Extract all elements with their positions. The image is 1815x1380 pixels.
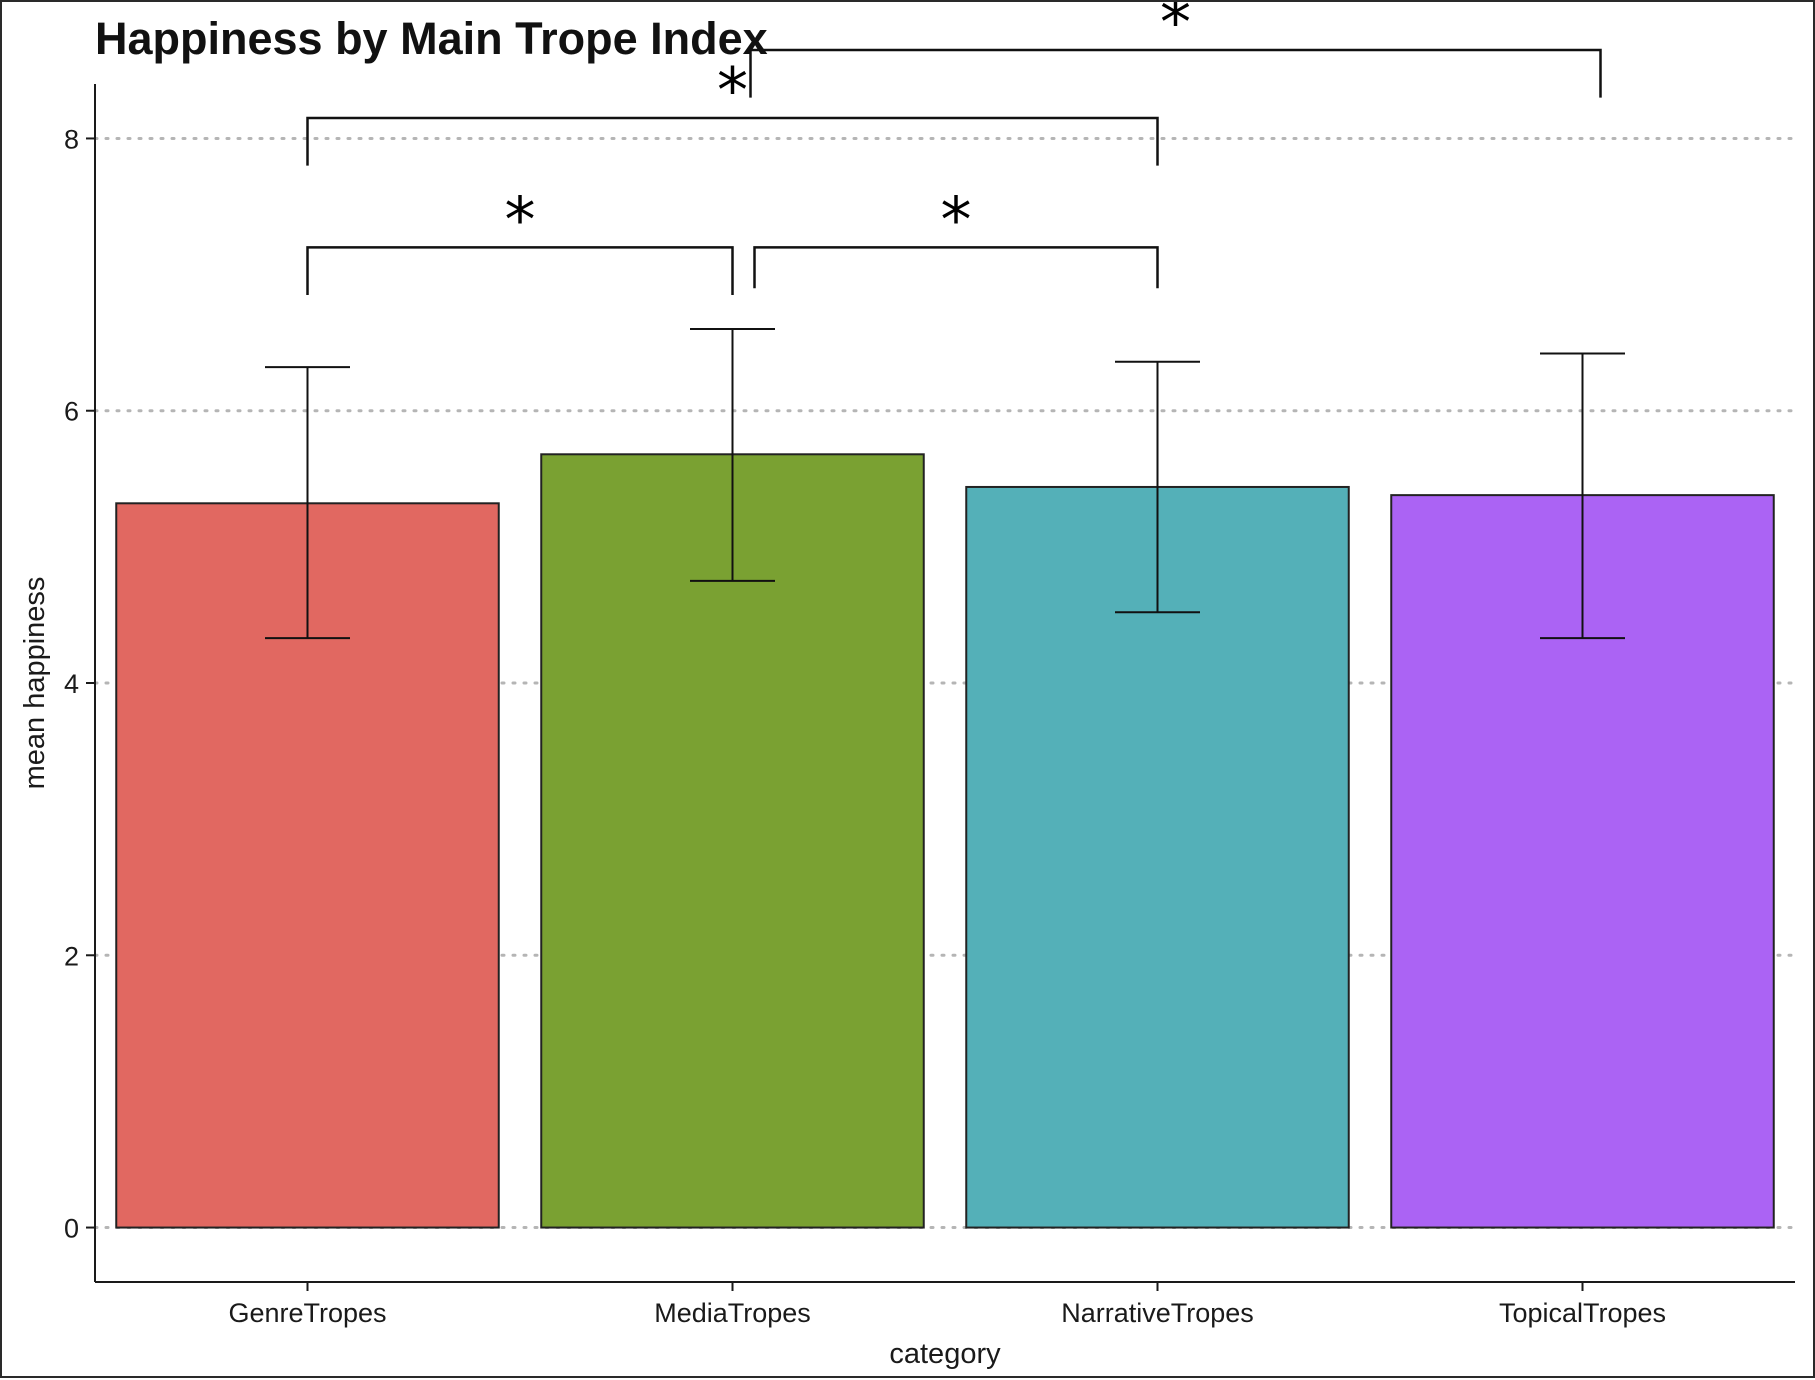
axis-ticks: 0 2 4 6 8 GenreTropes MediaTropes NarrativeTrop… xyxy=(64,124,1666,1328)
y-tick-label: 2 xyxy=(64,941,79,971)
error-bar-MediaTropes xyxy=(690,328,775,582)
bar-MediaTropes xyxy=(540,453,925,1229)
y-tick-label: 6 xyxy=(64,397,79,427)
bracket-line xyxy=(306,246,734,296)
significance-bracket: * xyxy=(306,54,1159,166)
bracket-line xyxy=(749,48,1602,98)
y-tick-label: 4 xyxy=(64,669,79,699)
error-bar-GenreTropes xyxy=(265,366,350,640)
x-tick-label: NarrativeTropes xyxy=(1061,1298,1254,1328)
y-tick-label: 0 xyxy=(64,1214,79,1244)
bar-GenreTropes xyxy=(115,502,500,1229)
x-tick-label: MediaTropes xyxy=(654,1298,811,1328)
bracket-line xyxy=(306,116,1159,166)
significance-brackets: * * * * xyxy=(306,2,1602,296)
chart-title: Happiness by Main Trope Index xyxy=(95,13,768,64)
x-tick-label: TopicalTropes xyxy=(1499,1298,1666,1328)
y-axis-title: mean happiness xyxy=(19,577,51,790)
bracket-line xyxy=(753,246,1159,289)
error-bars xyxy=(265,328,1625,640)
y-tick-label: 8 xyxy=(64,124,79,154)
significance-bracket: * xyxy=(306,183,734,296)
significance-star: * xyxy=(1160,2,1191,59)
significance-bracket: * xyxy=(749,2,1602,98)
x-axis-title: category xyxy=(889,1338,1001,1370)
error-bar-TopicalTropes xyxy=(1540,352,1625,640)
significance-star: * xyxy=(505,183,536,256)
error-bar-NarrativeTropes xyxy=(1115,360,1200,614)
significance-bracket: * xyxy=(753,183,1159,289)
significance-star: * xyxy=(941,183,972,256)
significance-star: * xyxy=(717,54,748,127)
x-tick-label: GenreTropes xyxy=(228,1298,386,1328)
grid-lines xyxy=(93,136,1797,1230)
bars xyxy=(115,453,1775,1229)
